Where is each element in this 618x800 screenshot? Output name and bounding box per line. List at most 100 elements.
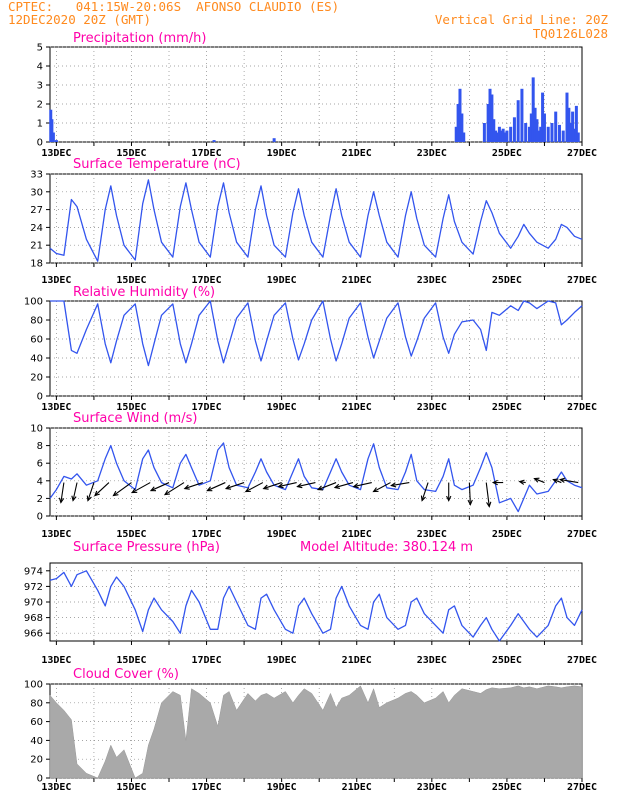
precip-bar	[546, 126, 550, 142]
panel-2: 13DEC 15DEC 17DEC 19DEC 21DEC 23DEC 25DEC 27DEC…	[24, 285, 597, 413]
precip-bar	[561, 130, 565, 142]
precip-bar	[531, 77, 535, 142]
precip-bar	[550, 123, 554, 142]
precip-bar	[554, 111, 558, 142]
x-tick-label: 25DEC	[492, 782, 522, 793]
y-tick-label: 60	[30, 335, 43, 346]
x-tick-label: 25DEC	[492, 529, 522, 540]
x-tick-label: 21DEC	[342, 148, 372, 159]
wind-arrow	[206, 482, 226, 492]
x-tick-label: 19DEC	[267, 655, 297, 666]
wind-arrow	[552, 478, 562, 484]
wind-arrow	[372, 482, 391, 493]
y-tick-label: 1	[37, 119, 43, 130]
precip-bar	[490, 94, 494, 142]
precip-bar	[454, 126, 458, 142]
y-tick-label: 100	[24, 297, 43, 308]
panel-title: Relative Humidity (%)	[73, 285, 215, 300]
x-tick-label: 15DEC	[116, 148, 146, 159]
wind-arrow	[58, 482, 65, 504]
y-tick-label: 10	[30, 424, 43, 435]
wind-arrow	[183, 482, 203, 490]
y-tick-label: 974	[24, 566, 43, 577]
wind-arrow	[533, 477, 545, 484]
x-tick-label: 17DEC	[192, 402, 222, 413]
wind-arrow	[446, 482, 452, 502]
wind-arrow	[224, 482, 245, 490]
series-line	[49, 570, 583, 642]
panel-annotation: Model Altitude: 380.124 m	[300, 540, 473, 555]
y-tick-label: 8	[37, 441, 43, 452]
x-tick-label: 27DEC	[567, 529, 597, 540]
panel-1: 13DEC 15DEC 17DEC 19DEC 21DEC 23DEC 25DEC 27DEC…	[30, 157, 597, 286]
precip-bar	[539, 126, 543, 142]
x-tick-label: 25DEC	[492, 655, 522, 666]
x-tick-label: 21DEC	[342, 402, 372, 413]
plot-frame	[49, 427, 583, 517]
x-tick-label: 19DEC	[267, 402, 297, 413]
x-tick-label: 15DEC	[116, 782, 146, 793]
y-tick-label: 0	[37, 392, 43, 403]
precip-bar	[509, 126, 513, 142]
x-tick-label: 23DEC	[417, 275, 447, 286]
x-tick-label: 27DEC	[567, 402, 597, 413]
wind-arrow	[390, 482, 410, 488]
precip-bar	[557, 124, 561, 142]
precip-bar	[503, 132, 507, 142]
x-tick-label: 21DEC	[342, 275, 372, 286]
wind-arrow	[352, 482, 372, 489]
y-tick-label: 20	[30, 373, 43, 384]
y-tick-label: 972	[24, 582, 43, 593]
y-tick-label: 33	[30, 170, 43, 181]
precip-bar	[496, 132, 500, 142]
precip-bar	[529, 113, 533, 142]
precip-bar	[542, 113, 546, 142]
precip-bar	[565, 92, 569, 142]
x-tick-label: 13DEC	[41, 655, 71, 666]
y-tick-label: 80	[30, 316, 43, 327]
x-tick-label: 25DEC	[492, 402, 522, 413]
precip-bar	[486, 104, 490, 142]
x-tick-label: 27DEC	[567, 782, 597, 793]
wind-arrow	[558, 477, 579, 484]
precip-bar	[572, 128, 576, 142]
x-tick-label: 17DEC	[192, 275, 222, 286]
precip-bar	[520, 88, 524, 142]
precip-bar	[458, 88, 462, 142]
panel-title: Surface Wind (m/s)	[73, 411, 197, 426]
x-tick-label: 15DEC	[116, 275, 146, 286]
precip-bar	[488, 88, 492, 142]
panel-0: 13DEC 15DEC 17DEC 19DEC 21DEC 23DEC 25DEC 27DEC…	[37, 31, 597, 159]
x-tick-label: 21DEC	[342, 529, 372, 540]
y-tick-label: 18	[30, 259, 43, 270]
x-tick-label: 13DEC	[41, 275, 71, 286]
precip-bar	[571, 111, 575, 142]
x-tick-label: 27DEC	[567, 148, 597, 159]
wind-arrow	[112, 482, 132, 497]
x-tick-label: 21DEC	[342, 655, 372, 666]
precip-bar	[567, 107, 571, 142]
x-tick-label: 23DEC	[417, 402, 447, 413]
y-tick-label: 970	[24, 598, 43, 609]
wind-arrow	[485, 482, 492, 508]
y-tick-label: 0	[37, 138, 43, 149]
wind-arrow	[467, 482, 473, 506]
panel-5: 13DEC 15DEC 17DEC 19DEC 21DEC 23DEC 25DEC 27DEC…	[24, 667, 597, 793]
x-tick-label: 27DEC	[567, 275, 597, 286]
precip-bar	[462, 132, 466, 142]
wind-arrow	[71, 482, 78, 502]
wind-arrow	[94, 482, 110, 497]
y-tick-label: 40	[30, 736, 43, 747]
x-tick-label: 19DEC	[267, 782, 297, 793]
x-tick-label: 13DEC	[41, 782, 71, 793]
precip-bar	[272, 138, 276, 142]
precip-bar	[212, 140, 216, 142]
wind-arrow	[420, 482, 429, 502]
x-tick-label: 13DEC	[41, 529, 71, 540]
precip-bar	[576, 132, 580, 142]
panel-title: Precipitation (mm/h)	[73, 31, 206, 46]
x-tick-label: 15DEC	[116, 402, 146, 413]
x-tick-label: 13DEC	[41, 402, 71, 413]
wind-arrow	[149, 482, 170, 492]
